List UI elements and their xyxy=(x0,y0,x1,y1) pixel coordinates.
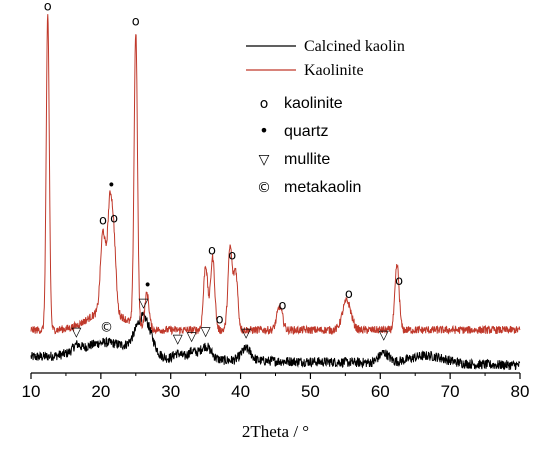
x-tick-label: 30 xyxy=(161,382,180,401)
x-axis: 10 20 30 40 50 60 70 80 xyxy=(22,372,530,401)
series-line-kaolinite xyxy=(30,14,521,336)
x-tick-label: 70 xyxy=(441,382,460,401)
marker-legend-symbol: ▽ xyxy=(259,152,270,168)
marker-legend-symbol: © xyxy=(257,180,271,196)
mullite-peak-marker: ▽ xyxy=(379,328,389,343)
marker-legend-symbol: o xyxy=(260,96,269,112)
marker-legend-label: kaolinite xyxy=(284,95,343,112)
kaolinite-peak-marker: o xyxy=(228,248,236,263)
metakaolin-peak-marker: © xyxy=(100,320,113,335)
quartz-peak-marker: • xyxy=(144,277,152,293)
kaolinite-peak-marker: o xyxy=(44,0,52,15)
kaolinite-peak-marker: o xyxy=(395,274,403,289)
x-tick-label: 10 xyxy=(22,382,41,401)
kaolinite-peak-marker: o xyxy=(132,14,140,29)
x-tick-label: 40 xyxy=(231,382,250,401)
quartz-peak-marker: • xyxy=(107,177,115,193)
series-layer xyxy=(30,14,521,371)
legend: Calcined kaolin Kaolinite xyxy=(246,38,405,79)
mullite-peak-marker: ▽ xyxy=(201,324,211,339)
marker-legend-symbol: • xyxy=(259,121,268,140)
legend-label: Kaolinite xyxy=(304,62,364,79)
series-line-calcined-kaolin xyxy=(30,311,521,371)
kaolinite-peak-marker: o xyxy=(345,287,353,302)
mullite-peak-marker: ▽ xyxy=(138,296,148,311)
kaolinite-peak-marker: o xyxy=(99,214,107,229)
x-tick-label: 50 xyxy=(301,382,320,401)
marker-legend-label: quartz xyxy=(284,123,328,140)
kaolinite-peak-marker: o xyxy=(208,244,216,259)
marker-legend: o kaolinite • quartz ▽ mullite © metakaolin xyxy=(257,95,361,196)
mullite-peak-marker: ▽ xyxy=(187,330,197,345)
x-tick-label: 80 xyxy=(511,382,530,401)
mullite-peak-marker: ▽ xyxy=(71,325,81,340)
marker-legend-label: mullite xyxy=(284,151,330,168)
kaolinite-peak-marker: o xyxy=(216,313,224,328)
kaolinite-peak-marker: o xyxy=(279,299,287,314)
x-tick-label: 60 xyxy=(371,382,390,401)
mullite-peak-marker: ▽ xyxy=(241,326,251,341)
mullite-peak-marker: ▽ xyxy=(173,332,183,347)
x-tick-label: 20 xyxy=(91,382,110,401)
kaolinite-peak-marker: o xyxy=(110,212,118,227)
marker-legend-label: metakaolin xyxy=(284,179,361,196)
legend-label: Calcined kaolin xyxy=(304,38,405,55)
x-axis-title: 2Theta / ° xyxy=(242,422,309,441)
